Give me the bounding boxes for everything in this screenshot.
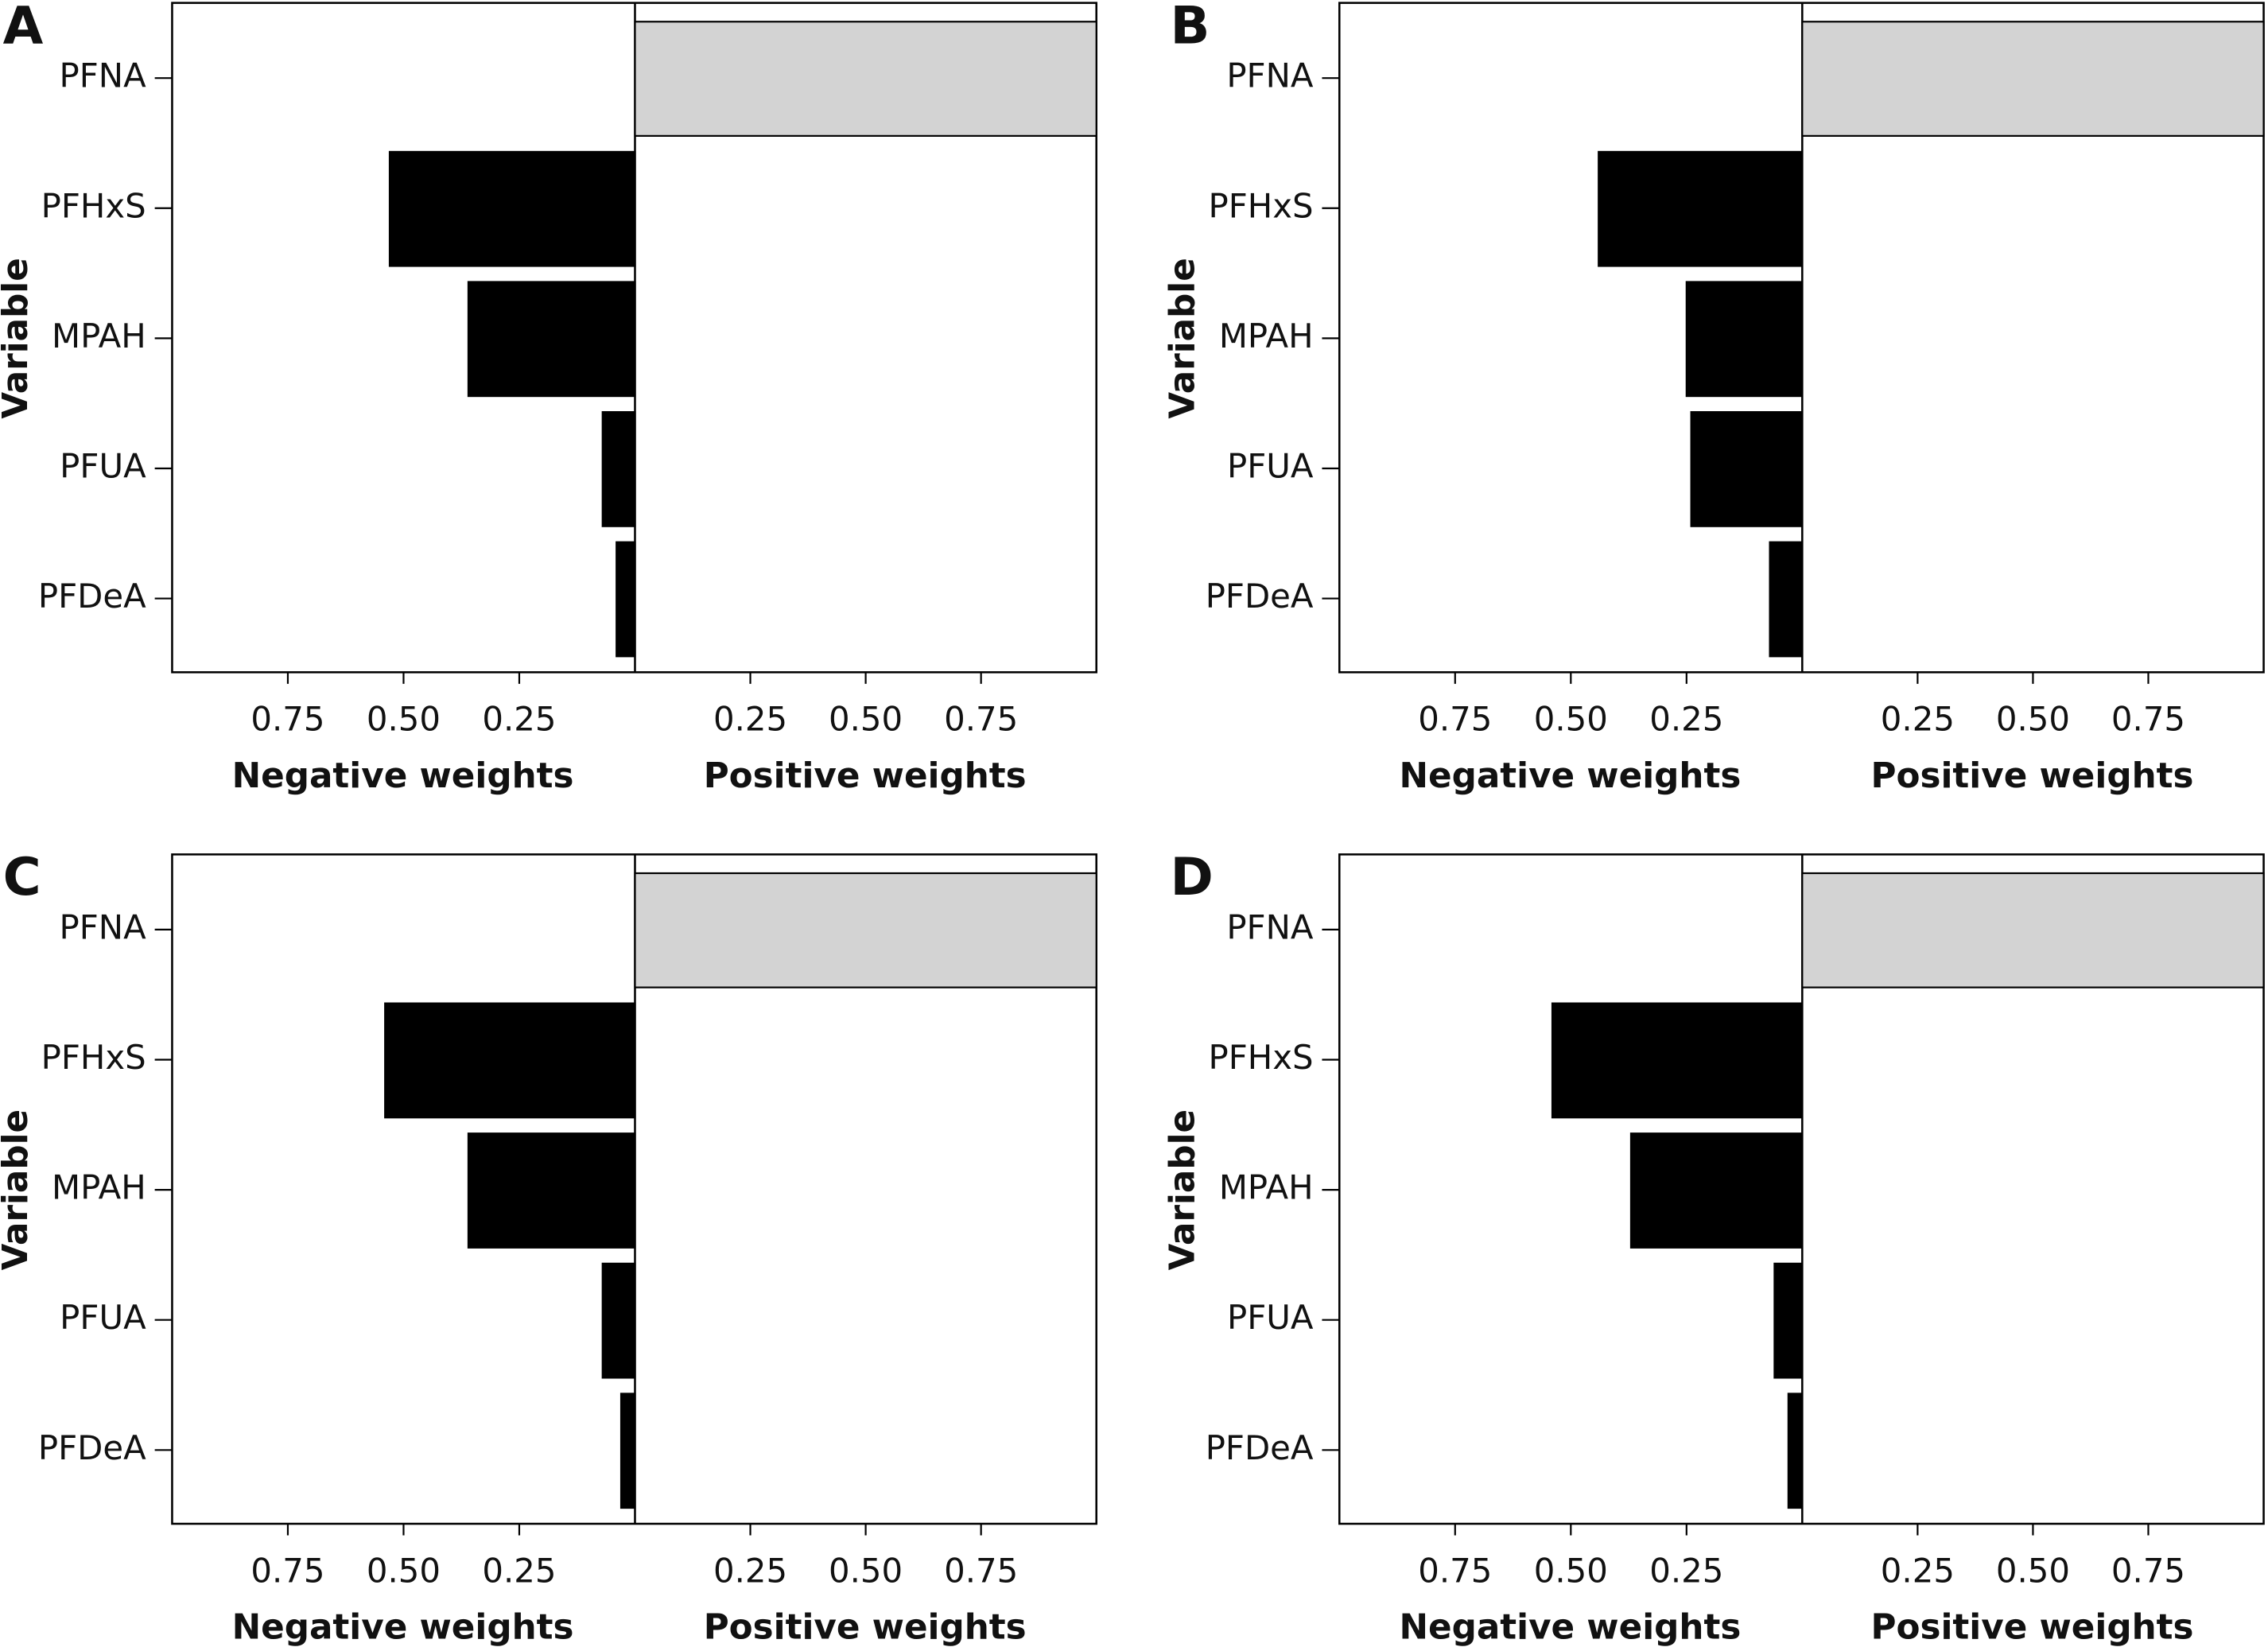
x-tick-label: 0.75 bbox=[2111, 1551, 2185, 1590]
y-tick-label: PFNA bbox=[60, 907, 147, 946]
bar bbox=[1801, 21, 2265, 137]
y-tick-label: PFNA bbox=[60, 56, 147, 95]
bar bbox=[1685, 281, 1804, 398]
x-tick-label: 0.75 bbox=[250, 1551, 324, 1590]
y-tick-label: PFHxS bbox=[41, 186, 146, 225]
x-tick-label: 0.50 bbox=[1534, 1551, 1608, 1590]
bar bbox=[1690, 411, 1804, 527]
panel-label: B bbox=[1170, 0, 1210, 56]
x-tick-label: 0.50 bbox=[367, 700, 441, 739]
y-axis-title: Variable bbox=[1163, 258, 1203, 418]
x-tick-label: 0.50 bbox=[1996, 1551, 2070, 1590]
x-tick-label: 0.25 bbox=[1649, 700, 1723, 739]
bar bbox=[1769, 541, 1804, 658]
x-tick-label: 0.50 bbox=[367, 1551, 441, 1590]
bar bbox=[388, 150, 636, 267]
panel-label: C bbox=[3, 847, 41, 907]
x-tick-label: 0.75 bbox=[2111, 700, 2185, 739]
x-tick-label: 0.25 bbox=[1881, 700, 1955, 739]
x-axis-title: Negative weights bbox=[1399, 756, 1741, 796]
x-tick-label: 0.25 bbox=[482, 700, 556, 739]
y-tick-label: PFDeA bbox=[38, 1428, 146, 1467]
x-tick-label: 0.75 bbox=[250, 700, 324, 739]
y-tick-label: PFUA bbox=[1227, 446, 1314, 485]
y-tick-label: MPAH bbox=[52, 317, 146, 355]
x-tick-label: 0.50 bbox=[829, 1551, 903, 1590]
bar bbox=[1629, 1132, 1804, 1249]
panel-label: A bbox=[3, 0, 44, 56]
x-axis-title: Negative weights bbox=[232, 756, 574, 796]
y-tick-label: PFNA bbox=[1226, 907, 1314, 946]
y-tick-label: PFNA bbox=[1226, 56, 1314, 95]
y-tick-label: MPAH bbox=[1219, 317, 1314, 355]
bar bbox=[634, 872, 1097, 989]
y-axis-title: Variable bbox=[0, 1109, 36, 1270]
bar bbox=[616, 541, 636, 658]
x-axis-title: Positive weights bbox=[1871, 756, 2194, 796]
panel: 0.75 0.50 0.25 Negative weights 0.25 0.50 0.75… bbox=[1163, 847, 2265, 1648]
x-tick-label: 0.25 bbox=[1649, 1551, 1723, 1590]
x-tick-label: 0.75 bbox=[944, 1551, 1018, 1590]
bar bbox=[1787, 1393, 1804, 1509]
y-axis-title: Variable bbox=[0, 258, 36, 418]
bar bbox=[1801, 872, 2265, 989]
x-axis-title: Positive weights bbox=[1871, 1607, 2194, 1648]
panel: 0.75 0.50 0.25 Negative weights 0.25 0.50 0.75… bbox=[0, 847, 1097, 1648]
y-tick-label: PFHxS bbox=[41, 1038, 146, 1077]
x-tick-label: 0.25 bbox=[482, 1551, 556, 1590]
y-tick-label: PFUA bbox=[60, 1298, 146, 1337]
y-tick-label: PFHxS bbox=[1209, 186, 1314, 225]
bar bbox=[1551, 1002, 1804, 1119]
bar bbox=[1773, 1262, 1804, 1379]
x-tick-label: 0.75 bbox=[944, 700, 1018, 739]
y-tick-label: PFDeA bbox=[1206, 577, 1314, 616]
panel-label: D bbox=[1170, 847, 1213, 907]
bar bbox=[634, 21, 1097, 137]
y-tick-label: MPAH bbox=[1219, 1168, 1314, 1207]
x-axis-title: Negative weights bbox=[1399, 1607, 1741, 1648]
panel: 0.75 0.50 0.25 Negative weights 0.25 0.50 0.75… bbox=[1163, 0, 2265, 796]
bar bbox=[1598, 150, 1804, 267]
x-tick-label: 0.75 bbox=[1418, 700, 1492, 739]
x-tick-label: 0.25 bbox=[713, 1551, 787, 1590]
bar bbox=[467, 1132, 636, 1249]
x-axis-title: Positive weights bbox=[704, 1607, 1027, 1648]
x-axis-title: Positive weights bbox=[704, 756, 1027, 796]
x-tick-label: 0.50 bbox=[1534, 700, 1608, 739]
bar bbox=[384, 1002, 636, 1119]
y-axis-title: Variable bbox=[1163, 1109, 1203, 1270]
bar bbox=[601, 411, 636, 527]
x-tick-label: 0.50 bbox=[1996, 700, 2070, 739]
x-tick-label: 0.75 bbox=[1418, 1551, 1492, 1590]
y-tick-label: PFUA bbox=[60, 446, 146, 485]
y-tick-label: PFUA bbox=[1227, 1298, 1314, 1337]
bar bbox=[601, 1262, 636, 1379]
x-axis-title: Negative weights bbox=[232, 1607, 574, 1648]
y-tick-label: PFHxS bbox=[1209, 1038, 1314, 1077]
x-tick-label: 0.25 bbox=[713, 700, 787, 739]
x-tick-label: 0.25 bbox=[1881, 1551, 1955, 1590]
bar bbox=[467, 281, 636, 398]
panel: 0.75 0.50 0.25 Negative weights 0.25 0.50 0.75… bbox=[0, 0, 1097, 796]
x-tick-label: 0.50 bbox=[829, 700, 903, 739]
bar bbox=[619, 1393, 636, 1509]
y-tick-label: MPAH bbox=[52, 1168, 146, 1207]
y-tick-label: PFDeA bbox=[38, 577, 146, 616]
y-tick-label: PFDeA bbox=[1206, 1428, 1314, 1467]
